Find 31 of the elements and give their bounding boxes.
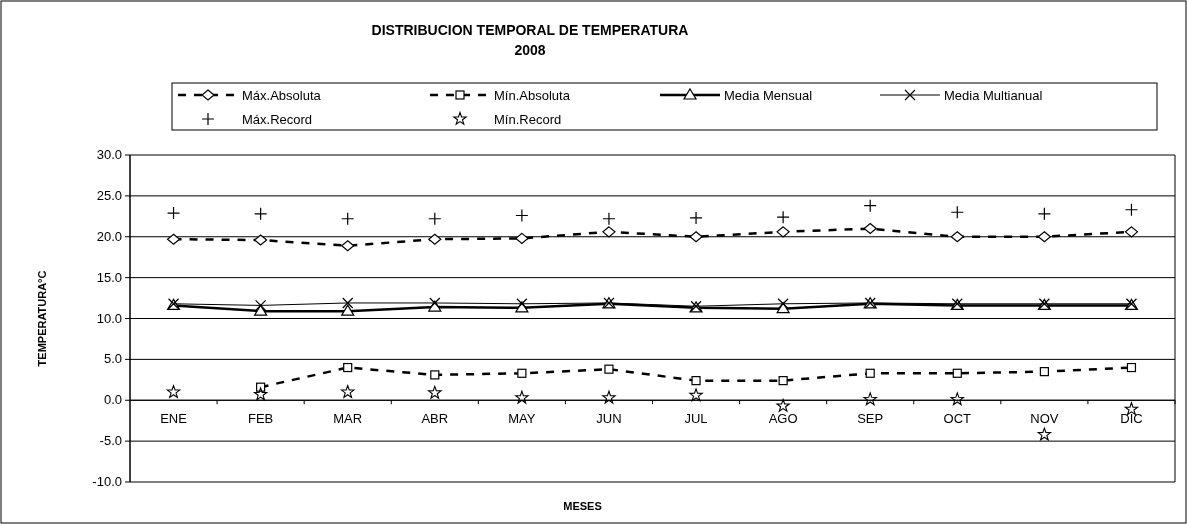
legend-label: Mín.Record	[494, 112, 562, 127]
y-tick-label: 25.0	[96, 187, 122, 203]
x-tick-label: FEB	[247, 411, 274, 427]
x-tick-label: NOV	[1030, 411, 1059, 427]
y-axis-title: TEMPERATURA°C	[36, 270, 48, 367]
x-tick-label: MAY	[508, 411, 536, 427]
x-tick-label: JUL	[684, 411, 708, 427]
chart-subtitle: 2008	[514, 42, 546, 58]
x-tick-label: OCT	[943, 411, 972, 427]
y-tick-label: 5.0	[103, 351, 122, 367]
x-tick-label: SEP	[857, 411, 884, 427]
x-tick-label: DIC	[1120, 411, 1143, 427]
legend-label: Máx.Absoluta	[242, 88, 322, 103]
y-tick-label: -10.0	[92, 474, 122, 489]
legend-label: Mín.Absoluta	[494, 88, 571, 103]
y-tick-label: 15.0	[96, 269, 122, 285]
y-tick-label: 0.0	[103, 392, 122, 408]
x-axis-title: MESES	[563, 500, 602, 512]
y-tick-label: 10.0	[96, 310, 122, 326]
legend-label: Media Multianual	[944, 88, 1043, 103]
x-tick-label: MAR	[333, 411, 363, 427]
chart-title: DISTRIBUCION TEMPORAL DE TEMPERATURA	[371, 22, 689, 38]
x-tick-label: ABR	[421, 411, 449, 427]
legend-label: Media Mensual	[724, 88, 813, 103]
x-tick-label: AGO	[768, 411, 798, 427]
x-tick-label: JUN	[596, 411, 622, 427]
x-tick-label: ENE	[160, 411, 188, 427]
y-tick-label: 30.0	[96, 147, 122, 162]
legend-label: Máx.Record	[242, 112, 313, 127]
y-tick-label: 20.0	[96, 228, 122, 244]
y-tick-label: -5.0	[99, 433, 122, 449]
